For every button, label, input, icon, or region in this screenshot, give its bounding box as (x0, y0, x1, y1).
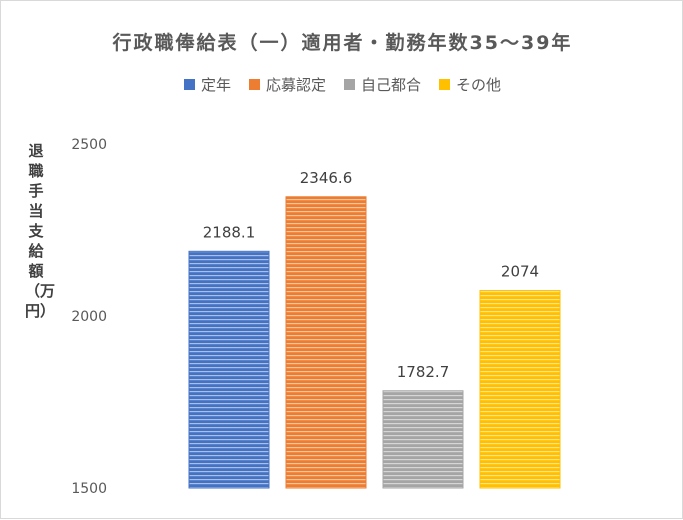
data-label: 2188.1 (203, 223, 256, 241)
y-tick-label: 2000 (71, 309, 107, 325)
bar-2 (382, 390, 464, 489)
legend-item: その他 (439, 74, 501, 95)
bar-3 (479, 290, 561, 489)
legend-label: 応募認定 (265, 76, 326, 94)
legend: 定年 応募認定 自己都合 その他 (1, 74, 683, 95)
legend-item: 応募認定 (248, 74, 326, 95)
legend-item: 定年 (183, 74, 231, 95)
legend-label: 定年 (200, 76, 231, 94)
legend-swatch (248, 79, 260, 90)
legend-label: その他 (456, 76, 502, 94)
data-label: 1782.7 (397, 363, 450, 381)
legend-swatch (439, 79, 451, 90)
data-label: 2346.6 (300, 169, 353, 187)
bar-1 (285, 196, 367, 489)
legend-item: 自己都合 (344, 74, 421, 95)
legend-swatch (344, 79, 355, 90)
bar-0 (188, 250, 270, 489)
y-tick-label: 2500 (71, 137, 107, 153)
chart-title: 行政職俸給表（一）適用者・勤務年数35〜39年 (112, 32, 573, 54)
y-tick-label: 1500 (71, 481, 107, 497)
data-label: 2074 (501, 263, 539, 281)
legend-swatch (183, 79, 195, 90)
legend-label: 自己都合 (361, 76, 422, 94)
